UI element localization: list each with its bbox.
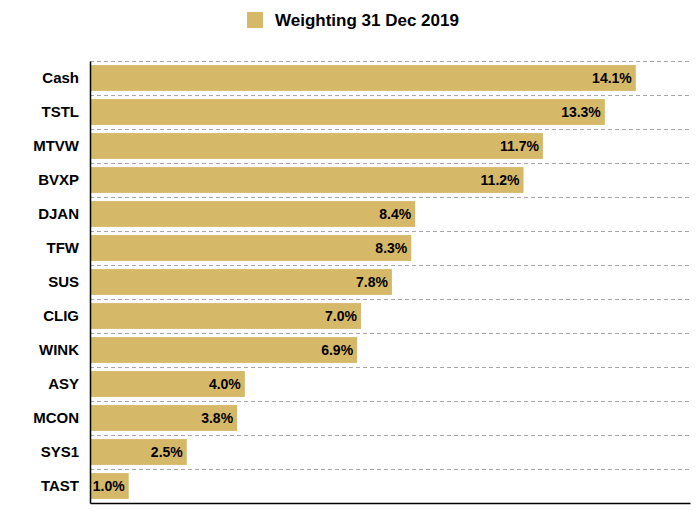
- axis-line: [91, 503, 691, 505]
- bars: [90, 65, 636, 499]
- data-label: 1.0%: [93, 478, 125, 494]
- data-label: 2.5%: [151, 444, 183, 460]
- bar: [90, 99, 605, 125]
- bar: [90, 235, 411, 261]
- tick: TAST: [41, 477, 90, 494]
- grid-line: [90, 163, 690, 164]
- tick: ASY: [48, 375, 90, 392]
- data-label: 7.0%: [325, 308, 357, 324]
- tick: MTVW: [33, 137, 90, 154]
- legend: Weighting 31 Dec 2019: [247, 11, 459, 30]
- grid: [90, 62, 690, 470]
- data-labels: 14.1% 13.3% 11.7% 11.2% 8.4% 8.3% 7.8% 7.0% 6.9%…: [93, 70, 633, 494]
- tick-label: DJAN: [38, 205, 79, 222]
- grid-line: [90, 401, 690, 402]
- grid-line: [90, 197, 690, 198]
- grid-line: [90, 129, 690, 130]
- tick-label: TFW: [47, 239, 80, 256]
- bar: [90, 303, 361, 329]
- tick: BVXP: [38, 171, 90, 188]
- tick: SYS1: [41, 443, 90, 460]
- grid-line: [90, 367, 690, 368]
- axis-line: [90, 62, 92, 504]
- legend-label: Weighting 31 Dec 2019: [275, 11, 459, 30]
- tick-label: BVXP: [38, 171, 79, 188]
- chart: 14.1% 13.3% 11.7% 11.2% 8.4% 8.3% 7.8% 7.0% 6.9%…: [0, 0, 700, 530]
- tick-label: MTVW: [33, 137, 80, 154]
- tick-label: ASY: [48, 375, 79, 392]
- grid-line: [90, 231, 690, 232]
- tick: DJAN: [38, 205, 90, 222]
- tick-label: Cash: [42, 69, 79, 86]
- grid-line: [90, 95, 690, 96]
- chart-container: 14.1% 13.3% 11.7% 11.2% 8.4% 8.3% 7.8% 7.0% 6.9%…: [0, 0, 700, 530]
- data-label: 11.2%: [481, 172, 520, 188]
- tick-label: SUS: [48, 273, 79, 290]
- tick-label: TAST: [41, 477, 79, 494]
- tick: Cash: [42, 69, 90, 86]
- bar: [90, 201, 415, 227]
- grid-line: [90, 333, 690, 334]
- data-label: 4.0%: [209, 376, 241, 392]
- bar: [90, 439, 187, 465]
- tick: CLIG: [43, 307, 90, 324]
- bar: [90, 167, 524, 193]
- tick: TFW: [47, 239, 90, 256]
- tick: MCON: [33, 409, 90, 426]
- data-label: 14.1%: [592, 70, 632, 86]
- y-axis: Cash TSTL MTVW BVXP DJAN TFW SUS CLIG WINK ASY MCO…: [33, 62, 90, 504]
- grid-line: [90, 435, 690, 436]
- tick: TSTL: [42, 103, 91, 120]
- data-label: 6.9%: [321, 342, 353, 358]
- data-label: 13.3%: [561, 104, 601, 120]
- data-label: 3.8%: [201, 410, 233, 426]
- bar: [90, 133, 543, 159]
- grid-line: [90, 61, 690, 62]
- bar: [90, 473, 129, 499]
- tick-label: CLIG: [43, 307, 79, 324]
- data-label: 11.7%: [500, 138, 539, 154]
- legend-swatch: [247, 12, 263, 28]
- bar: [90, 371, 245, 397]
- bar: [90, 405, 237, 431]
- data-label: 7.8%: [356, 274, 388, 290]
- tick-label: MCON: [33, 409, 79, 426]
- grid-line: [90, 265, 690, 266]
- tick: SUS: [48, 273, 90, 290]
- x-axis: [91, 503, 691, 504]
- bar: [90, 337, 357, 363]
- tick: WINK: [39, 341, 90, 358]
- data-label: 8.4%: [379, 206, 411, 222]
- tick-label: WINK: [39, 341, 79, 358]
- data-label: 8.3%: [375, 240, 407, 256]
- bar: [90, 269, 392, 295]
- tick-label: TSTL: [42, 103, 80, 120]
- bar: [90, 65, 636, 91]
- grid-line: [90, 469, 690, 470]
- grid-line: [90, 299, 690, 300]
- tick-label: SYS1: [41, 443, 79, 460]
